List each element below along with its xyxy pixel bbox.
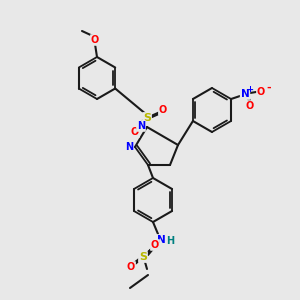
Text: O: O: [246, 101, 254, 111]
Text: N: N: [157, 235, 165, 245]
Text: O: O: [257, 87, 265, 97]
Text: N: N: [241, 89, 249, 99]
Text: H: H: [166, 236, 174, 246]
Text: N: N: [137, 121, 145, 131]
Text: -: -: [267, 83, 272, 93]
Text: O: O: [151, 240, 159, 250]
Text: O: O: [127, 262, 135, 272]
Text: O: O: [91, 35, 99, 45]
Text: N: N: [125, 142, 133, 152]
Text: S: S: [139, 252, 147, 262]
Text: S: S: [143, 113, 151, 123]
Text: O: O: [159, 105, 167, 115]
Text: +: +: [247, 85, 254, 94]
Text: O: O: [131, 127, 139, 137]
